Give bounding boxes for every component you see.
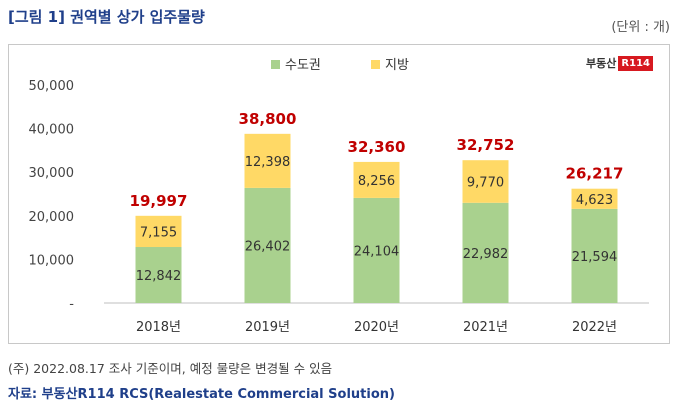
- bar-total-label: 32,752: [457, 136, 515, 154]
- chart-title: [그림 1] 권역별 상가 입주물량: [8, 8, 205, 26]
- footnote: (주) 2022.08.17 조사 기준이며, 예정 물량은 변경될 수 있음: [8, 361, 333, 376]
- bar-segment: [244, 187, 291, 303]
- legend-label: 지방: [385, 58, 409, 73]
- x-tick-label: 2020년: [354, 320, 399, 335]
- x-tick-label: 2019년: [245, 320, 290, 335]
- legend-swatch: [271, 60, 280, 69]
- stacked-bar-chart: - 10,000 20,000 30,000 40,000 50,000 12,842 7,1…: [29, 58, 649, 335]
- bar-value-label: 22,982: [463, 247, 509, 262]
- y-tick-label: 30,000: [29, 166, 75, 181]
- x-tick-label: 2022년: [572, 320, 617, 335]
- bar-segment: [244, 133, 291, 188]
- bar-segment: [571, 188, 618, 209]
- brand-logo-badge: R114: [618, 55, 653, 71]
- bar-value-label: 8,256: [358, 174, 395, 189]
- bar-value-label: 12,842: [136, 269, 182, 284]
- source-line: 자료: 부동산R114 RCS(Realestate Commercial So…: [8, 387, 395, 402]
- bar-segment: [353, 161, 400, 198]
- bar-value-label: 26,402: [245, 239, 291, 254]
- bar-segment: [135, 247, 182, 303]
- x-tick-label: 2021년: [463, 320, 508, 335]
- legend-label: 수도권: [285, 58, 321, 73]
- brand-logo-text: 부동산: [586, 57, 617, 70]
- bar-value-label: 9,770: [467, 175, 504, 190]
- bar-segment: [571, 208, 618, 303]
- bar-value-label: 21,594: [572, 250, 618, 265]
- y-tick-label: 10,000: [29, 253, 75, 268]
- bar-segment: [462, 160, 509, 203]
- bar-total-label: 19,997: [130, 192, 188, 210]
- y-tick-label: 50,000: [29, 79, 75, 94]
- bar-value-label: 12,398: [245, 155, 291, 170]
- legend-swatch: [371, 60, 380, 69]
- bar-segment: [135, 215, 182, 248]
- bar-total-label: 26,217: [566, 165, 624, 183]
- bar-total-label: 38,800: [239, 110, 297, 128]
- bar-total-label: 32,360: [348, 138, 406, 156]
- y-tick-label: 40,000: [29, 123, 75, 138]
- bar-value-label: 24,104: [354, 244, 400, 259]
- bar-segment: [462, 202, 509, 303]
- bar-segment: [353, 197, 400, 303]
- y-tick-label: 20,000: [29, 210, 75, 225]
- x-tick-label: 2018년: [136, 320, 181, 335]
- chart-area: 부동산 R114 - 10,000 20,000 30,000 40,000 50,000…: [8, 44, 670, 344]
- bar-value-label: 4,623: [576, 193, 613, 208]
- unit-label: (단위 : 개): [611, 20, 670, 35]
- y-tick-label: -: [69, 297, 74, 312]
- bar-value-label: 7,155: [140, 225, 177, 240]
- brand-logo: 부동산 R114: [586, 55, 653, 71]
